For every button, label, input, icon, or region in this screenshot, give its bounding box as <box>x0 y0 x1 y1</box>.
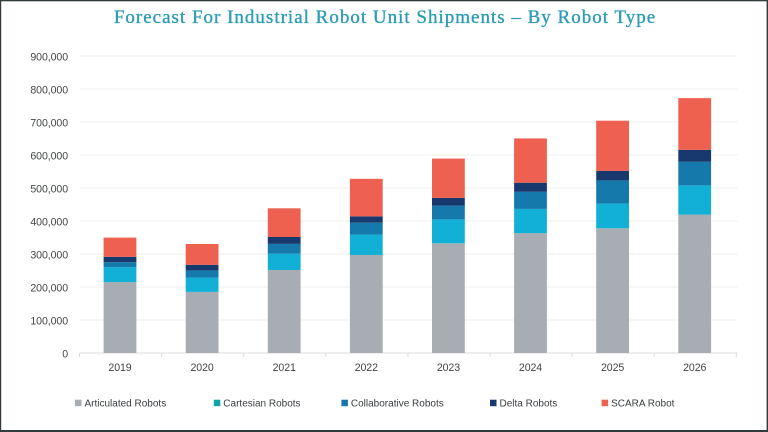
svg-text:2019: 2019 <box>108 362 131 374</box>
svg-text:2021: 2021 <box>273 362 296 374</box>
svg-text:Forecast For Industrial Robot: Forecast For Industrial Robot Unit Shipm… <box>114 7 656 28</box>
svg-text:900,000: 900,000 <box>30 51 68 63</box>
svg-text:800,000: 800,000 <box>30 84 68 96</box>
svg-text:Cartesian Robots: Cartesian Robots <box>223 399 300 410</box>
svg-text:Articulated Robots: Articulated Robots <box>85 399 167 410</box>
svg-text:200,000: 200,000 <box>30 282 68 294</box>
svg-text:100,000: 100,000 <box>30 315 68 327</box>
svg-text:2023: 2023 <box>437 362 460 374</box>
svg-text:300,000: 300,000 <box>30 249 68 261</box>
svg-text:Collaborative Robots: Collaborative Robots <box>351 399 444 410</box>
svg-text:0: 0 <box>62 348 68 360</box>
svg-text:2024: 2024 <box>519 362 542 374</box>
svg-text:2020: 2020 <box>191 362 214 374</box>
svg-text:500,000: 500,000 <box>30 183 68 195</box>
svg-text:Delta Robots: Delta Robots <box>500 399 558 410</box>
svg-text:400,000: 400,000 <box>30 216 68 228</box>
svg-text:700,000: 700,000 <box>30 117 68 129</box>
svg-text:600,000: 600,000 <box>30 150 68 162</box>
svg-text:2025: 2025 <box>601 362 624 374</box>
svg-text:2026: 2026 <box>683 362 706 374</box>
svg-text:SCARA Robot: SCARA Robot <box>611 399 675 410</box>
svg-text:2022: 2022 <box>355 362 378 374</box>
